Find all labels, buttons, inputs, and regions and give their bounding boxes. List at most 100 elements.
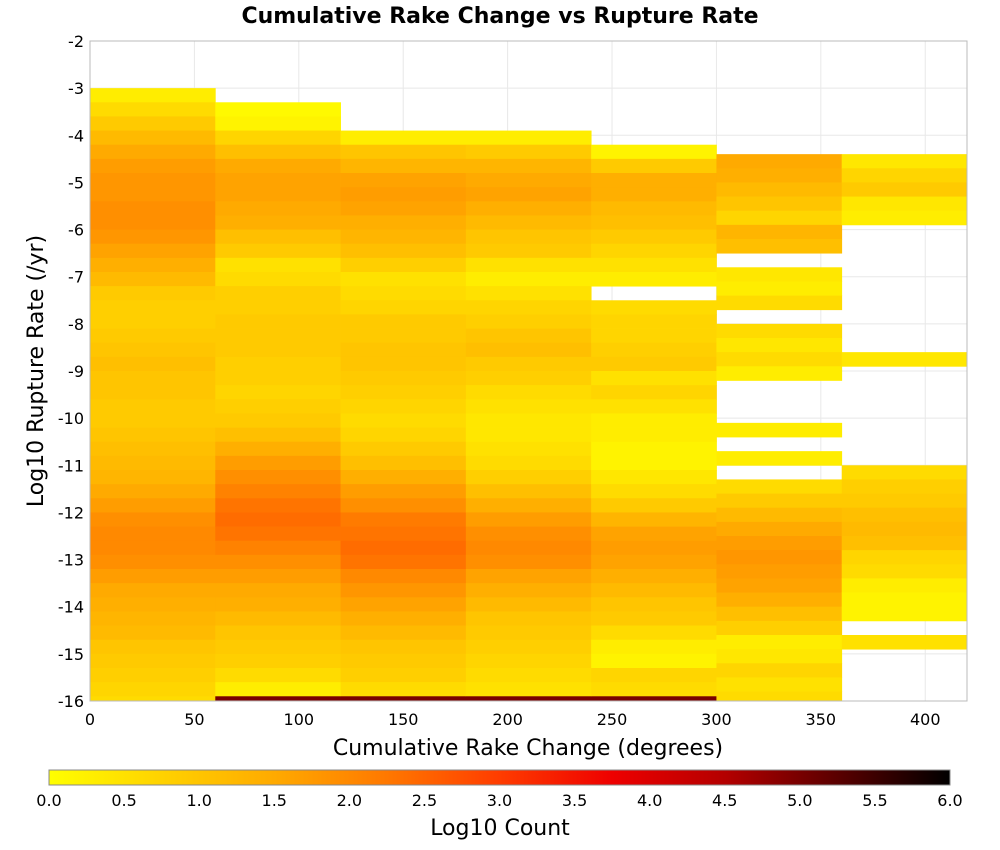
x-axis-label: Cumulative Rake Change (degrees): [333, 736, 723, 761]
heatmap-cell: [465, 158, 592, 174]
heatmap-cell: [591, 314, 717, 329]
heatmap-cell: [340, 470, 467, 485]
heatmap-cell: [716, 239, 843, 254]
heatmap-cell: [841, 479, 968, 494]
heatmap-cell: [215, 639, 341, 655]
x-tick-label: 350: [806, 710, 837, 729]
heatmap-cell: [716, 154, 843, 169]
heatmap-cell: [716, 479, 843, 494]
heatmap-cell: [90, 286, 216, 301]
heatmap-cell: [591, 158, 717, 174]
colorbar-tick-label: 3.5: [562, 791, 587, 810]
heatmap-cell: [591, 512, 717, 527]
heatmap-cell: [465, 441, 592, 457]
heatmap-cell: [215, 102, 341, 117]
colorbar-tick-label: 2.0: [337, 791, 362, 810]
heatmap-cell: [591, 484, 717, 499]
heatmap-cell: [716, 493, 843, 509]
heatmap-cell: [215, 187, 341, 202]
heatmap-cell: [465, 229, 592, 245]
heatmap-cell: [591, 173, 717, 188]
heatmap-cell: [591, 498, 717, 513]
heatmap-cell: [841, 210, 968, 226]
heatmap-cell: [465, 215, 592, 230]
heatmap-cell: [716, 677, 843, 692]
colorbar-tick-label: 4.0: [637, 791, 662, 810]
heatmap-cell: [716, 521, 843, 537]
heatmap-cell: [340, 455, 467, 471]
y-tick-label: -12: [58, 503, 84, 522]
y-tick-label: -15: [58, 645, 84, 664]
heatmap-cell: [591, 639, 717, 655]
heatmap-cell: [90, 399, 216, 414]
heatmap-cell: [340, 243, 467, 259]
heatmap-cell: [340, 173, 467, 188]
heatmap-cell: [465, 540, 592, 556]
heatmap-cell: [90, 597, 216, 612]
heatmap-cell: [841, 521, 968, 537]
heatmap-cell: [716, 620, 843, 636]
colorbar-tick-label: 5.0: [787, 791, 812, 810]
colorbar-tick-label: 6.0: [937, 791, 962, 810]
heatmap-cell: [591, 526, 717, 542]
heatmap-cell: [90, 625, 216, 641]
heatmap-cell: [465, 526, 592, 542]
heatmap-cell: [215, 286, 341, 301]
heatmap-cell: [340, 272, 467, 287]
heatmap-cell: [215, 158, 341, 174]
heatmap-cell: [465, 342, 592, 358]
heatmap-cell: [465, 668, 592, 683]
y-tick-label: -4: [68, 126, 84, 145]
heatmap-cell: [215, 498, 341, 513]
plot-frame: [89, 40, 968, 702]
heatmap-cell: [340, 611, 467, 626]
heatmap-cell: [591, 540, 717, 556]
heatmap-cell: [465, 455, 592, 471]
heatmap-cell: [465, 413, 592, 428]
heatmap-cell: [340, 484, 467, 499]
heatmap-cell: [591, 611, 717, 626]
heatmap-cell: [90, 257, 216, 273]
heatmap-cell: [591, 356, 717, 372]
heatmap-cell: [90, 88, 216, 103]
heatmap-cell: [340, 342, 467, 358]
heatmap-cell: [465, 583, 592, 598]
heatmap-cell: [340, 696, 467, 702]
colorbar-label: Log10 Count: [430, 816, 570, 841]
heatmap-cell: [716, 578, 843, 593]
heatmap-cell: [215, 441, 341, 457]
heatmap-cell: [465, 484, 592, 499]
heatmap-cell: [215, 215, 341, 230]
heatmap-cell: [340, 583, 467, 598]
heatmap-cell: [215, 130, 341, 146]
heatmap-cell: [716, 338, 843, 353]
heatmap-cell: [340, 597, 467, 612]
heatmap-cell: [215, 512, 341, 527]
heatmap-cell: [465, 682, 592, 697]
heatmap-cell: [716, 451, 843, 466]
heatmap-cell: [340, 385, 467, 400]
heatmap-cell: [716, 592, 843, 608]
heatmap-cell: [340, 427, 467, 443]
heatmap-cell: [841, 564, 968, 579]
heatmap-cell: [716, 507, 843, 523]
heatmap-cell: [340, 144, 467, 160]
heatmap-cell: [716, 606, 843, 622]
heatmap-cell: [90, 272, 216, 287]
heatmap-cell: [90, 498, 216, 513]
heatmap-cell: [465, 696, 592, 702]
heatmap-cell: [340, 653, 467, 669]
heatmap-cell: [90, 130, 216, 146]
heatmap-cell: [340, 314, 467, 329]
x-axis-ticks: 0 50 100 150 200 250 300 350 400: [85, 710, 941, 729]
heatmap-cell: [215, 257, 341, 273]
heatmap-cell: [215, 328, 341, 344]
heatmap-cell: [215, 682, 341, 697]
heatmap-cell: [716, 691, 843, 702]
heatmap-cell: [90, 653, 216, 669]
heatmap-cell: [340, 512, 467, 527]
x-tick-label: 400: [910, 710, 941, 729]
heatmap-cell: [841, 493, 968, 509]
heatmap-cell: [465, 625, 592, 641]
heatmap-cell: [591, 399, 717, 414]
